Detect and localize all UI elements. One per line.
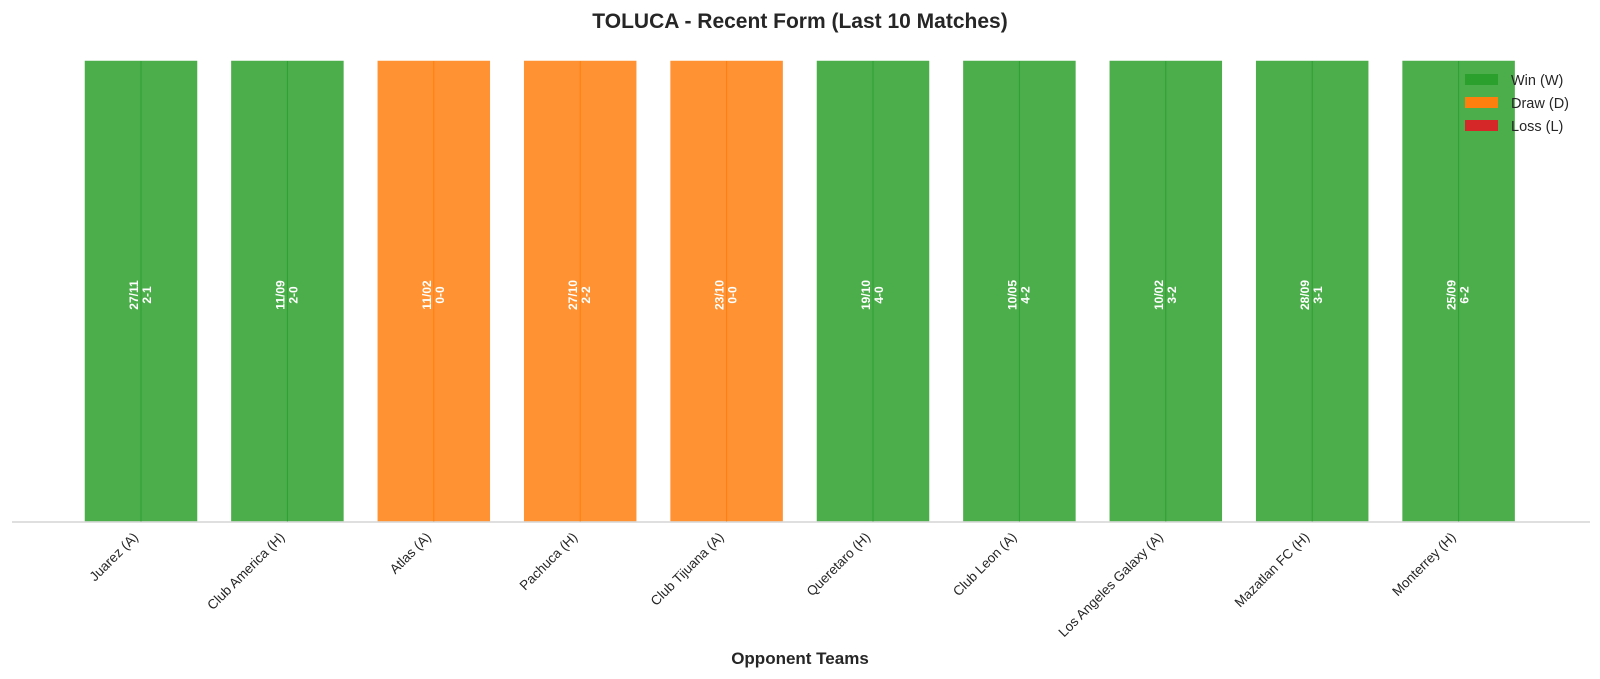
match-date: 10/05 [1005,280,1019,310]
match-score: 2-2 [579,286,593,304]
bar-data-label: 23/100-0 [713,280,740,310]
x-tick-label: Pachuca (H) [517,530,581,594]
x-tick-label: Mazatlan FC (H) [1232,530,1313,611]
chart-title: TOLUCA - Recent Form (Last 10 Matches) [592,10,1007,33]
x-tick-label: Club Tijuana (A) [648,530,727,609]
legend: Win (W) Draw (D) Loss (L) [1465,73,1569,135]
match-date: 11/02 [420,280,434,310]
x-tick-label: Queretaro (H) [804,530,873,599]
bar-data-label: 27/112-1 [127,280,154,310]
bar-data-label: 19/104-0 [859,280,886,310]
legend-label: Draw (D) [1511,96,1569,112]
match-score: 3-1 [1311,286,1325,304]
legend-swatch [1465,74,1498,85]
match-score: 0-0 [726,286,740,304]
x-tick-label: Club America (H) [204,530,287,613]
match-date: 23/10 [713,280,727,310]
bar-data-label: 10/054-2 [1005,280,1032,310]
bar-data-label: 11/020-0 [420,280,447,310]
match-date: 10/02 [1152,280,1166,310]
bar-data-label: 28/093-1 [1298,280,1325,310]
bar-data-label: 27/102-2 [566,280,593,310]
bar-data-label: 25/096-2 [1445,280,1472,310]
x-tick-label: Juarez (A) [86,530,141,585]
x-tick-label: Atlas (A) [387,530,434,577]
x-axis-label: Opponent Teams [731,649,869,668]
match-date: 28/09 [1298,280,1312,310]
x-tick-label: Club Leon (A) [950,530,1020,600]
x-tick-label: Los Angeles Galaxy (A) [1056,530,1166,640]
match-score: 6-2 [1458,286,1472,304]
match-date: 25/09 [1445,280,1459,310]
legend-label: Loss (L) [1511,119,1563,135]
match-score: 2-1 [140,286,154,304]
match-score: 4-0 [872,286,886,304]
match-score: 0-0 [433,286,447,304]
legend-label: Win (W) [1511,73,1563,89]
x-tick-labels: Juarez (A) Club America (H) Atlas (A) Pachu… [86,530,1458,640]
match-date: 27/11 [127,280,141,310]
match-date: 27/10 [566,280,580,310]
bars-group: 27/112-1 11/092-0 11/020-0 27/102-2 23/100-0… [83,59,1517,523]
match-score: 4-2 [1018,286,1032,304]
bar-data-label: 10/023-2 [1152,280,1179,310]
match-date: 11/09 [273,280,287,310]
bar-data-label: 11/092-0 [273,280,300,310]
legend-swatch [1465,97,1498,108]
x-tick-label: Monterrey (H) [1389,530,1458,599]
match-score: 2-0 [286,286,300,304]
match-score: 3-2 [1165,286,1179,304]
legend-swatch [1465,120,1498,131]
match-date: 19/10 [859,280,873,310]
